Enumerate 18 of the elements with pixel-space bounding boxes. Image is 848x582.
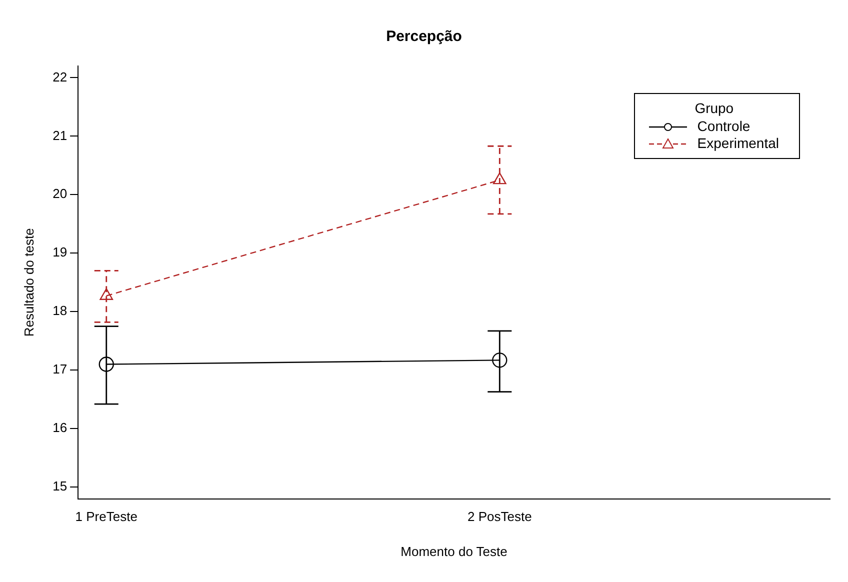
y-tick-label: 15 [52, 478, 68, 494]
y-tick-label: 22 [52, 69, 68, 84]
x-tick-label: 2 PosTeste [467, 509, 532, 524]
x-tick-label: 1 PreTeste [75, 509, 138, 524]
y-tick-label: 20 [52, 186, 68, 202]
point [492, 352, 508, 368]
y-axis-title: Resultado do teste [21, 228, 36, 337]
y-tick-label: 19 [52, 244, 68, 260]
x-axis-title: Momento do Teste [400, 544, 508, 559]
y-tick-label: 17 [52, 362, 68, 377]
legend-label: Controle [697, 118, 750, 134]
chart-title: Percepção [386, 28, 462, 46]
point [98, 356, 114, 372]
y-tick-label: 21 [52, 128, 68, 143]
y-tick-label: 16 [52, 420, 68, 436]
y-tick-label: 18 [52, 303, 68, 318]
legend-title: Grupo [694, 100, 735, 116]
legend-label: Experimental [697, 135, 779, 151]
